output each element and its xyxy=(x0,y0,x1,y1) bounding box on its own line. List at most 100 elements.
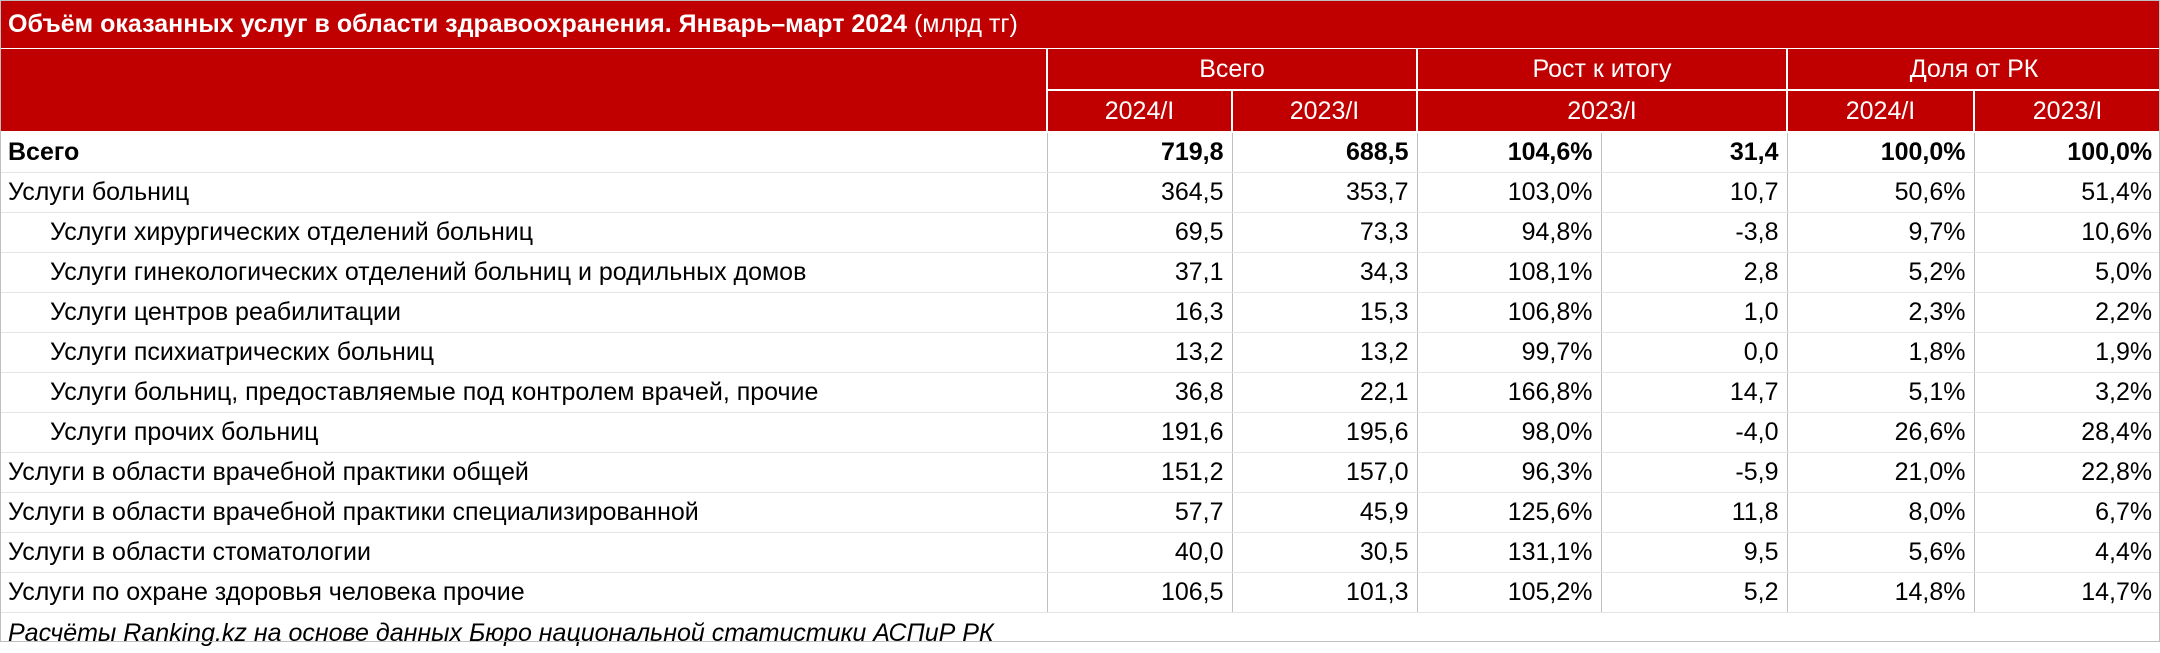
header-total-2023: 2023/I xyxy=(1232,90,1417,132)
table-row: Услуги в области врачебной практики спец… xyxy=(0,493,2160,533)
cell-growth-pct: 131,1% xyxy=(1417,533,1601,573)
cell-share-2023: 6,7% xyxy=(1974,493,2160,533)
cell-growth-abs: -5,9 xyxy=(1601,453,1787,493)
table-row-total: Всего 719,8 688,5 104,6% 31,4 100,0% 100… xyxy=(0,132,2160,173)
cell-volume-2023: 157,0 xyxy=(1232,453,1417,493)
cell-share-2023: 4,4% xyxy=(1974,533,2160,573)
table-title: Объём оказанных услуг в области здравоох… xyxy=(0,0,2160,49)
cell-share-2024: 14,8% xyxy=(1787,573,1974,613)
cell-share-2023: 5,0% xyxy=(1974,253,2160,293)
cell-growth-abs: -4,0 xyxy=(1601,413,1787,453)
table-row: Услуги больниц 364,5 353,7 103,0% 10,7 5… xyxy=(0,173,2160,213)
cell-growth-abs: 10,7 xyxy=(1601,173,1787,213)
table-row: Услуги прочих больниц 191,6 195,6 98,0% … xyxy=(0,413,2160,453)
table-row: Услуги хирургических отделений больниц 6… xyxy=(0,213,2160,253)
cell-volume-2024: 106,5 xyxy=(1047,573,1232,613)
table-row: Услуги психиатрических больниц 13,2 13,2… xyxy=(0,333,2160,373)
table-row: Услуги по охране здоровья человека прочи… xyxy=(0,573,2160,613)
cell-growth-pct: 99,7% xyxy=(1417,333,1601,373)
cell-share-2023: 2,2% xyxy=(1974,293,2160,333)
cell-volume-2024: 37,1 xyxy=(1047,253,1232,293)
row-label: Услуги хирургических отделений больниц xyxy=(0,213,1047,253)
cell-volume-2023: 15,3 xyxy=(1232,293,1417,333)
cell-growth-pct: 96,3% xyxy=(1417,453,1601,493)
cell-growth-abs: 14,7 xyxy=(1601,373,1787,413)
title-row: Объём оказанных услуг в области здравоох… xyxy=(0,0,2160,49)
source-note: Расчёты Ranking.kz на основе данных Бюро… xyxy=(0,613,2160,653)
cell-share-2024: 2,3% xyxy=(1787,293,1974,333)
cell-volume-2023: 353,7 xyxy=(1232,173,1417,213)
cell-growth-abs: -3,8 xyxy=(1601,213,1787,253)
cell-share-2023: 22,8% xyxy=(1974,453,2160,493)
cell-share-2024: 100,0% xyxy=(1787,132,1974,173)
cell-volume-2023: 34,3 xyxy=(1232,253,1417,293)
cell-growth-pct: 125,6% xyxy=(1417,493,1601,533)
cell-growth-pct: 105,2% xyxy=(1417,573,1601,613)
cell-share-2023: 28,4% xyxy=(1974,413,2160,453)
cell-growth-pct: 98,0% xyxy=(1417,413,1601,453)
row-label: Всего xyxy=(0,132,1047,173)
cell-share-2023: 10,6% xyxy=(1974,213,2160,253)
table-row: Услуги гинекологических отделений больни… xyxy=(0,253,2160,293)
cell-growth-pct: 166,8% xyxy=(1417,373,1601,413)
cell-share-2024: 9,7% xyxy=(1787,213,1974,253)
table-row: Услуги центров реабилитации 16,3 15,3 10… xyxy=(0,293,2160,333)
cell-share-2023: 14,7% xyxy=(1974,573,2160,613)
cell-volume-2024: 69,5 xyxy=(1047,213,1232,253)
header-growth-period: 2023/I xyxy=(1417,90,1787,132)
header-group-total: Всего xyxy=(1047,49,1417,91)
cell-growth-pct: 106,8% xyxy=(1417,293,1601,333)
row-label: Услуги больниц, предоставляемые под конт… xyxy=(0,373,1047,413)
cell-share-2024: 50,6% xyxy=(1787,173,1974,213)
table-row: Услуги в области врачебной практики обще… xyxy=(0,453,2160,493)
row-label: Услуги больниц xyxy=(0,173,1047,213)
cell-volume-2024: 36,8 xyxy=(1047,373,1232,413)
table-body: Всего 719,8 688,5 104,6% 31,4 100,0% 100… xyxy=(0,132,2160,613)
cell-growth-pct: 104,6% xyxy=(1417,132,1601,173)
cell-volume-2024: 719,8 xyxy=(1047,132,1232,173)
cell-share-2023: 1,9% xyxy=(1974,333,2160,373)
cell-share-2023: 51,4% xyxy=(1974,173,2160,213)
row-label: Услуги центров реабилитации xyxy=(0,293,1047,333)
cell-growth-pct: 103,0% xyxy=(1417,173,1601,213)
row-label: Услуги по охране здоровья человека прочи… xyxy=(0,573,1047,613)
cell-share-2024: 21,0% xyxy=(1787,453,1974,493)
cell-volume-2024: 16,3 xyxy=(1047,293,1232,333)
header-row-groups: Всего Рост к итогу Доля от РК xyxy=(0,49,2160,91)
cell-share-2024: 5,2% xyxy=(1787,253,1974,293)
cell-growth-abs: 31,4 xyxy=(1601,132,1787,173)
row-label: Услуги в области врачебной практики обще… xyxy=(0,453,1047,493)
cell-volume-2023: 195,6 xyxy=(1232,413,1417,453)
cell-share-2023: 3,2% xyxy=(1974,373,2160,413)
cell-volume-2024: 364,5 xyxy=(1047,173,1232,213)
cell-volume-2023: 13,2 xyxy=(1232,333,1417,373)
header-share-2024: 2024/I xyxy=(1787,90,1974,132)
header-blank-cell xyxy=(0,49,1047,133)
row-label: Услуги психиатрических больниц xyxy=(0,333,1047,373)
cell-volume-2024: 57,7 xyxy=(1047,493,1232,533)
cell-share-2024: 5,1% xyxy=(1787,373,1974,413)
cell-share-2024: 1,8% xyxy=(1787,333,1974,373)
source-row: Расчёты Ranking.kz на основе данных Бюро… xyxy=(0,613,2160,653)
cell-volume-2024: 13,2 xyxy=(1047,333,1232,373)
cell-share-2024: 26,6% xyxy=(1787,413,1974,453)
row-label: Услуги прочих больниц xyxy=(0,413,1047,453)
cell-growth-abs: 2,8 xyxy=(1601,253,1787,293)
cell-volume-2023: 688,5 xyxy=(1232,132,1417,173)
cell-growth-abs: 5,2 xyxy=(1601,573,1787,613)
cell-volume-2023: 30,5 xyxy=(1232,533,1417,573)
header-group-growth: Рост к итогу xyxy=(1417,49,1787,91)
header-share-2023: 2023/I xyxy=(1974,90,2160,132)
cell-growth-abs: 11,8 xyxy=(1601,493,1787,533)
cell-growth-pct: 94,8% xyxy=(1417,213,1601,253)
cell-volume-2024: 40,0 xyxy=(1047,533,1232,573)
cell-volume-2024: 191,6 xyxy=(1047,413,1232,453)
cell-growth-abs: 0,0 xyxy=(1601,333,1787,373)
table-row: Услуги в области стоматологии 40,0 30,5 … xyxy=(0,533,2160,573)
cell-share-2024: 8,0% xyxy=(1787,493,1974,533)
cell-volume-2024: 151,2 xyxy=(1047,453,1232,493)
cell-volume-2023: 101,3 xyxy=(1232,573,1417,613)
cell-growth-abs: 9,5 xyxy=(1601,533,1787,573)
